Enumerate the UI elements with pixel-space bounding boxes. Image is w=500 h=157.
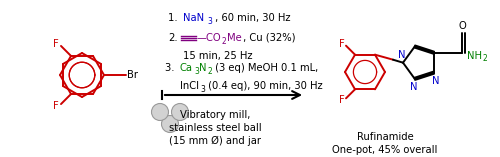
Text: —CO: —CO [197,33,222,43]
Text: 2.: 2. [168,33,177,43]
Text: 2: 2 [208,67,213,76]
Text: O: O [459,21,466,31]
Text: N: N [410,82,418,92]
Text: Ca: Ca [180,63,193,73]
Text: F: F [53,101,59,111]
Text: 15 min, 25 Hz: 15 min, 25 Hz [183,51,252,61]
Text: , Cu (32%): , Cu (32%) [240,33,296,43]
Text: 3.: 3. [165,63,177,73]
Text: N: N [199,63,206,73]
Text: , 60 min, 30 Hz: , 60 min, 30 Hz [212,13,290,23]
Text: stainless steel ball: stainless steel ball [168,123,262,133]
Text: InCl: InCl [180,81,199,91]
Text: Me: Me [227,33,242,43]
Text: 3: 3 [200,85,205,94]
Text: One-pot, 45% overall: One-pot, 45% overall [332,145,438,155]
Text: (15 mm Ø) and jar: (15 mm Ø) and jar [169,136,261,146]
Text: (3 eq) MeOH 0.1 mL,: (3 eq) MeOH 0.1 mL, [212,63,318,73]
Text: 2: 2 [483,54,488,63]
Text: F: F [339,39,345,49]
Circle shape [172,103,188,121]
Circle shape [152,103,168,121]
Text: N: N [398,50,406,60]
Text: F: F [53,39,59,49]
Text: 3: 3 [194,67,199,76]
Text: NaN: NaN [183,13,204,23]
Text: 1.: 1. [168,13,181,23]
Text: Rufinamide: Rufinamide [356,132,414,142]
Text: 2: 2 [222,37,227,46]
Text: NH: NH [467,51,482,61]
Text: N: N [432,76,440,86]
Text: Vibratory mill,: Vibratory mill, [180,110,250,120]
Circle shape [162,116,178,133]
Text: (0.4 eq), 90 min, 30 Hz: (0.4 eq), 90 min, 30 Hz [205,81,322,91]
Text: 3: 3 [207,17,212,26]
Text: Br: Br [127,70,138,80]
Text: F: F [339,95,345,105]
